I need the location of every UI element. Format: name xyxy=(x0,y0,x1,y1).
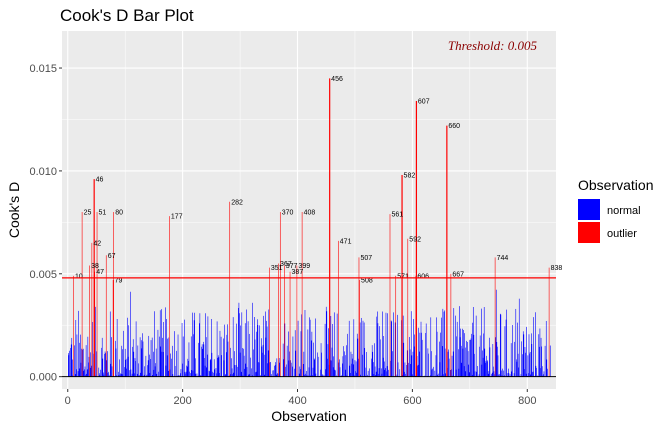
x-axis: 0 200 400 600 800 xyxy=(65,389,536,407)
x-tick-label: 800 xyxy=(518,395,536,407)
outlier-bars xyxy=(73,78,550,377)
outlier-label: 377 xyxy=(286,263,298,270)
x-tick-label: 600 xyxy=(403,395,421,407)
outlier-label: 79 xyxy=(115,277,123,284)
y-tick-label: 0.000 xyxy=(29,372,57,384)
y-axis: 0.000 0.005 0.010 0.015 xyxy=(29,63,62,384)
outlier-label: 10 xyxy=(75,273,83,280)
outlier-label: 38 xyxy=(91,263,99,270)
threshold-annotation: Threshold: 0.005 xyxy=(448,38,538,53)
outlier-label: 508 xyxy=(361,277,373,284)
outlier-label: 582 xyxy=(404,173,416,180)
outlier-label: 660 xyxy=(448,123,460,130)
y-tick-label: 0.010 xyxy=(29,166,57,178)
legend-title: Observation xyxy=(578,177,653,193)
outlier-label: 47 xyxy=(96,269,104,276)
outlier-label: 408 xyxy=(304,210,316,217)
outlier-label: 606 xyxy=(417,273,429,280)
legend-swatch-outlier xyxy=(578,222,600,243)
outlier-label: 351 xyxy=(271,265,283,272)
outlier-label: 387 xyxy=(292,269,304,276)
legend-label-normal: normal xyxy=(607,205,641,217)
outlier-label: 370 xyxy=(282,210,294,217)
outlier-label: 607 xyxy=(418,98,430,105)
gridlines xyxy=(62,31,556,389)
y-axis-title: Cook's D xyxy=(6,182,22,238)
y-tick-label: 0.005 xyxy=(29,269,57,281)
outlier-label: 42 xyxy=(93,240,101,247)
legend-label-outlier: outlier xyxy=(607,228,637,240)
outlier-label: 399 xyxy=(298,263,310,270)
normal-bars xyxy=(68,289,551,377)
outlier-label: 838 xyxy=(551,265,563,272)
legend-swatch-normal xyxy=(578,199,600,220)
outlier-label: 667 xyxy=(452,271,464,278)
outlier-label: 456 xyxy=(331,76,343,83)
x-tick-label: 200 xyxy=(173,395,191,407)
outlier-label: 571 xyxy=(397,273,409,280)
outlier-label: 67 xyxy=(108,253,116,260)
outlier-label: 46 xyxy=(96,177,104,184)
outlier-label: 177 xyxy=(171,214,183,221)
outlier-label: 471 xyxy=(340,238,352,245)
outlier-label: 561 xyxy=(391,212,403,219)
y-tick-label: 0.015 xyxy=(29,63,57,75)
outlier-label: 51 xyxy=(99,210,107,217)
plot-panel xyxy=(62,31,556,389)
outlier-label: 507 xyxy=(360,255,372,262)
chart-title: Cook's D Bar Plot xyxy=(60,6,194,25)
outlier-label: 367 xyxy=(280,261,292,268)
x-axis-title: Observation xyxy=(271,408,346,424)
outlier-label: 592 xyxy=(409,236,421,243)
outlier-label: 744 xyxy=(497,255,509,262)
x-tick-label: 400 xyxy=(288,395,306,407)
legend: Observation normal outlier xyxy=(578,177,653,243)
outlier-label: 80 xyxy=(115,210,123,217)
outlier-label: 282 xyxy=(231,199,243,206)
outlier-label: 25 xyxy=(84,210,92,217)
x-tick-label: 0 xyxy=(65,395,71,407)
